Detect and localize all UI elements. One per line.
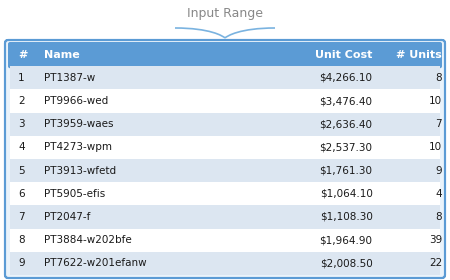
Text: $1,108.30: $1,108.30 — [320, 212, 373, 222]
Text: $4,266.10: $4,266.10 — [320, 73, 373, 83]
Text: 39: 39 — [429, 235, 442, 245]
Text: 10: 10 — [429, 143, 442, 152]
Bar — [10, 113, 440, 136]
Text: 7: 7 — [18, 212, 25, 222]
Text: 1: 1 — [18, 73, 25, 83]
Bar — [10, 182, 440, 206]
Text: Name: Name — [44, 50, 80, 60]
Text: PT2047-f: PT2047-f — [44, 212, 90, 222]
Bar — [10, 89, 440, 113]
Text: 9: 9 — [436, 165, 442, 176]
Bar — [10, 136, 440, 159]
Text: 2: 2 — [18, 96, 25, 106]
Text: 9: 9 — [18, 258, 25, 269]
Text: #: # — [18, 50, 27, 60]
Text: 7: 7 — [436, 119, 442, 129]
Text: $2,636.40: $2,636.40 — [320, 119, 373, 129]
FancyBboxPatch shape — [8, 42, 442, 68]
Bar — [10, 159, 440, 182]
Text: 8: 8 — [436, 73, 442, 83]
Text: PT4273-wpm: PT4273-wpm — [44, 143, 112, 152]
Text: 4: 4 — [18, 143, 25, 152]
Text: $1,064.10: $1,064.10 — [320, 189, 373, 199]
Text: 3: 3 — [18, 119, 25, 129]
Text: 10: 10 — [429, 96, 442, 106]
Text: $2,008.50: $2,008.50 — [320, 258, 373, 269]
Text: PT3884-w202bfe: PT3884-w202bfe — [44, 235, 132, 245]
Text: 8: 8 — [18, 235, 25, 245]
Text: $1,761.30: $1,761.30 — [320, 165, 373, 176]
Text: PT5905-efis: PT5905-efis — [44, 189, 105, 199]
Bar — [10, 66, 440, 89]
Text: $1,964.90: $1,964.90 — [320, 235, 373, 245]
Text: $2,537.30: $2,537.30 — [320, 143, 373, 152]
Text: PT3959-waes: PT3959-waes — [44, 119, 113, 129]
FancyBboxPatch shape — [5, 40, 445, 278]
Text: PT9966-wed: PT9966-wed — [44, 96, 108, 106]
Text: 4: 4 — [436, 189, 442, 199]
Text: PT3913-wfetd: PT3913-wfetd — [44, 165, 116, 176]
Bar — [10, 252, 440, 275]
Bar — [10, 206, 440, 228]
Text: $3,476.40: $3,476.40 — [320, 96, 373, 106]
Text: Unit Cost: Unit Cost — [315, 50, 373, 60]
Text: PT1387-w: PT1387-w — [44, 73, 95, 83]
Text: 22: 22 — [429, 258, 442, 269]
Bar — [10, 228, 440, 252]
Text: 8: 8 — [436, 212, 442, 222]
Text: PT7622-w201efanw: PT7622-w201efanw — [44, 258, 147, 269]
Text: 6: 6 — [18, 189, 25, 199]
Text: # Units: # Units — [396, 50, 442, 60]
Text: Input Range: Input Range — [187, 6, 263, 20]
Text: 5: 5 — [18, 165, 25, 176]
